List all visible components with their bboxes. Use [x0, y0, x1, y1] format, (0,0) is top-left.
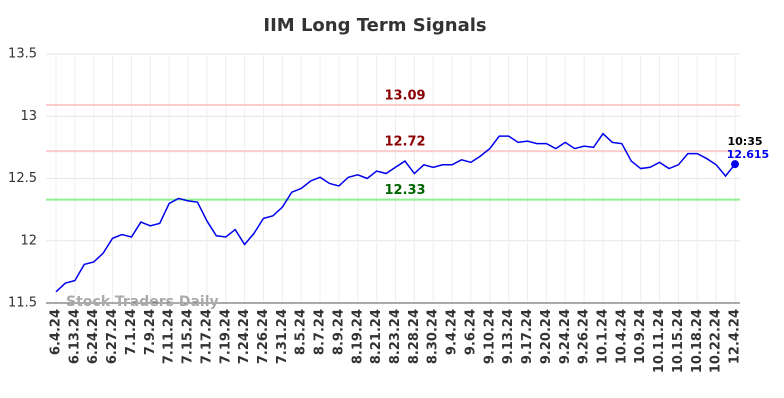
x-tick-label: 7.11.24 [162, 309, 177, 364]
last-value: 12.615 [727, 148, 769, 161]
x-tick-label: 6.4.24 [49, 309, 64, 355]
x-tick-label: 9.10.24 [482, 309, 497, 364]
y-tick-label: 11.5 [8, 296, 37, 311]
x-tick-label: 9.20.24 [539, 309, 554, 364]
x-tick-label: 8.28.24 [407, 309, 422, 364]
x-tick-label: 8.30.24 [426, 309, 441, 364]
y-tick-label: 12.5 [8, 171, 37, 186]
y-tick-label: 13.5 [8, 47, 37, 62]
x-tick-label: 8.21.24 [369, 309, 384, 364]
x-tick-label: 7.31.24 [275, 309, 290, 364]
last-time: 10:35 [727, 135, 762, 148]
x-tick-label: 10.18.24 [690, 309, 705, 373]
x-tick-label: 6.13.24 [67, 309, 82, 364]
x-tick-label: 9.6.24 [463, 309, 478, 355]
x-tick-label: 10.9.24 [633, 309, 648, 364]
x-tick-label: 8.5.24 [294, 309, 309, 355]
x-tick-label: 10.11.24 [652, 309, 667, 373]
x-tick-label: 10.15.24 [671, 309, 686, 373]
watermark: Stock Traders Daily [66, 294, 219, 310]
x-tick-label: 8.9.24 [331, 309, 346, 355]
x-tick-label: 9.17.24 [520, 309, 535, 364]
x-tick-label: 6.27.24 [105, 309, 120, 364]
x-tick-label: 9.13.24 [501, 309, 516, 364]
signal-label: 13.09 [384, 89, 425, 104]
x-tick-label: 8.7.24 [313, 309, 328, 355]
x-tick-label: 6.24.24 [86, 309, 101, 364]
x-tick-label: 7.24.24 [237, 309, 252, 364]
x-tick-label: 9.26.24 [577, 309, 592, 364]
x-tick-label: 7.19.24 [218, 309, 233, 364]
x-tick-label: 7.15.24 [181, 309, 196, 364]
x-tick-label: 12.4.24 [728, 309, 743, 364]
x-tick-label: 7.17.24 [199, 309, 214, 364]
y-tick-label: 12 [20, 233, 37, 248]
x-tick-label: 8.23.24 [388, 309, 403, 364]
signal-label: 12.33 [384, 183, 425, 198]
x-tick-label: 8.19.24 [350, 309, 365, 364]
y-tick-label: 13 [20, 109, 37, 124]
x-tick-label: 7.9.24 [143, 309, 158, 355]
x-tick-label: 10.22.24 [709, 309, 724, 373]
x-tick-label: 9.24.24 [558, 309, 573, 364]
price-line [55, 132, 736, 293]
last-point [731, 160, 739, 169]
signal-label: 12.72 [384, 135, 425, 150]
x-tick-label: 7.1.24 [124, 309, 139, 355]
chart-title: IIM Long Term Signals [263, 15, 486, 36]
x-tick-label: 9.4.24 [445, 309, 460, 355]
x-tick-label: 10.1.24 [595, 309, 610, 364]
x-tick-label: 7.26.24 [256, 309, 271, 364]
x-tick-label: 10.4.24 [614, 309, 629, 364]
